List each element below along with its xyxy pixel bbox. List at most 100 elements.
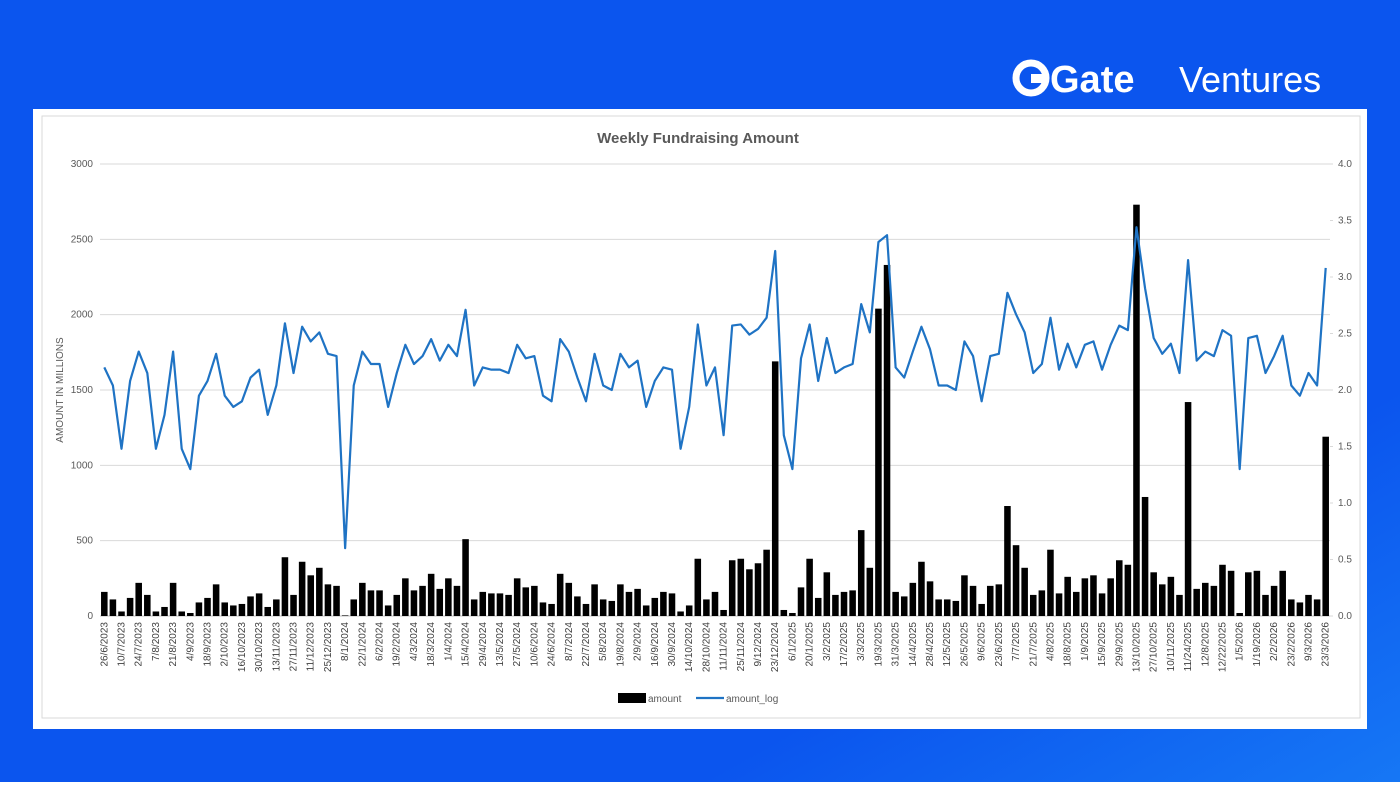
bar <box>247 596 254 616</box>
x-tick-label: 28/4/2025 <box>925 622 936 667</box>
bar <box>814 597 822 616</box>
y-tick-label: 2000 <box>71 310 94 321</box>
bar <box>1322 436 1329 616</box>
x-tick-label: 15/9/2025 <box>1097 622 1108 667</box>
x-tick-label: 25/12/2023 <box>323 622 334 672</box>
bar <box>642 605 650 616</box>
bar <box>754 563 762 616</box>
bar <box>513 578 521 616</box>
bar <box>126 597 134 616</box>
x-tick-label: 24/7/2023 <box>134 622 145 667</box>
x-tick-label: 30/9/2024 <box>667 622 678 667</box>
x-tick-label: 10/7/2023 <box>117 622 128 667</box>
brand-suffix: Ventures <box>1179 59 1321 100</box>
bar <box>152 611 160 616</box>
bar <box>720 609 727 616</box>
bar <box>230 605 237 616</box>
x-tick-label: 4/8/2025 <box>1045 622 1056 661</box>
bar <box>763 549 770 616</box>
bar <box>634 588 641 616</box>
bar <box>255 593 263 616</box>
bar <box>350 599 358 616</box>
bar <box>961 575 968 616</box>
x-tick-label: 26/5/2025 <box>959 622 970 667</box>
bar <box>694 558 702 616</box>
bar <box>797 587 805 616</box>
bar <box>445 578 452 616</box>
x-tick-label: 7/7/2025 <box>1011 622 1022 661</box>
bar <box>1141 496 1149 616</box>
y-tick-label: 0 <box>87 611 93 622</box>
bar <box>505 594 512 616</box>
bar <box>806 558 813 616</box>
y2-tick-label: 1.5 <box>1338 442 1352 453</box>
bar <box>771 361 779 616</box>
x-tick-label: 14/4/2025 <box>908 622 919 667</box>
x-tick-label: 23/12/2024 <box>770 622 781 672</box>
chart: Weekly Fundraising Amount AMOUNT IN MILL… <box>55 130 1352 705</box>
bar <box>169 582 177 616</box>
bar <box>109 599 117 616</box>
y-tick-label: 3000 <box>71 159 94 170</box>
bar <box>608 600 616 616</box>
x-tick-label: 18/8/2025 <box>1063 622 1074 667</box>
bar <box>591 584 598 616</box>
x-tick-label: 1/19/2026 <box>1252 622 1263 667</box>
x-tick-label: 10/6/2024 <box>529 622 540 667</box>
x-tick-label: 18/9/2023 <box>203 622 214 667</box>
brand-name: Gate <box>1050 59 1134 101</box>
x-tick-label: 1/4/2024 <box>443 622 454 661</box>
chart-title: Weekly Fundraising Amount <box>597 130 799 147</box>
x-tick-label: 28/10/2024 <box>701 622 712 672</box>
bar <box>1150 572 1157 616</box>
bar <box>178 611 185 616</box>
legend-swatch <box>618 693 646 703</box>
bar <box>290 594 297 616</box>
x-tick-label: 23/3/2026 <box>1321 622 1332 667</box>
bar <box>204 597 211 616</box>
bar <box>402 578 409 616</box>
bar <box>651 597 659 616</box>
x-tick-label: 25/11/2024 <box>736 622 747 672</box>
bar <box>273 599 280 616</box>
bar <box>849 590 856 616</box>
bar <box>539 602 547 616</box>
y-tick-label: 2500 <box>71 234 94 245</box>
bar <box>436 588 444 616</box>
bar <box>1107 578 1114 616</box>
bar <box>574 596 581 616</box>
x-tick-label: 6/2/2024 <box>375 622 386 661</box>
bar <box>522 587 530 616</box>
bar <box>840 591 848 616</box>
bar <box>599 599 607 616</box>
x-tick-label: 8/1/2024 <box>340 622 351 661</box>
x-tick-label: 1/9/2025 <box>1080 622 1091 661</box>
bar <box>419 585 426 616</box>
x-tick-label: 26/6/2023 <box>99 622 110 667</box>
x-tick-label: 12/22/2025 <box>1217 622 1228 672</box>
chart-frame <box>41 115 1361 719</box>
y-tick-label: 1500 <box>71 385 94 396</box>
legend-label: amount_log <box>726 694 778 705</box>
x-tick-label: 16/10/2023 <box>237 622 248 672</box>
y2-tick-label: 3.5 <box>1338 216 1352 227</box>
line <box>103 226 1327 550</box>
x-tick-label: 4/9/2023 <box>185 622 196 661</box>
x-tick-label: 11/24/2025 <box>1183 622 1194 672</box>
x-tick-label: 8/7/2024 <box>564 622 575 661</box>
bar <box>195 602 203 616</box>
bar <box>531 585 538 616</box>
x-tick-label: 4/3/2024 <box>409 622 420 661</box>
bar <box>1090 575 1097 616</box>
x-tick-label: 10/11/2025 <box>1166 622 1177 672</box>
bar <box>548 603 555 616</box>
bar <box>1176 594 1183 616</box>
x-tick-label: 3/3/2025 <box>856 622 867 661</box>
bar <box>187 612 194 616</box>
bar <box>453 585 461 616</box>
bar <box>1029 594 1037 616</box>
x-tick-label: 12/5/2025 <box>942 622 953 667</box>
x-tick-label: 13/11/2023 <box>271 622 282 672</box>
bar <box>1262 594 1269 616</box>
